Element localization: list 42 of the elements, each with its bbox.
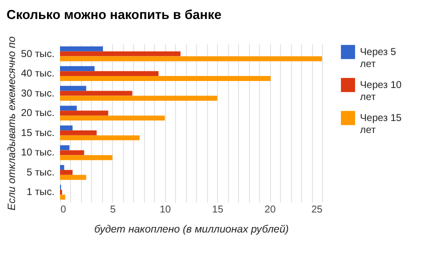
bar [60, 86, 86, 91]
x-tick-label: 15 [212, 204, 224, 216]
legend-label: Через 5 лет [360, 47, 396, 70]
bar [60, 106, 77, 111]
bar [60, 90, 132, 96]
x-tick-label: 25 [311, 204, 323, 216]
y-tick-label: 20 тыс. [21, 108, 54, 120]
bar [60, 46, 103, 52]
x-axis-title: будет накоплено (в миллионах рублей) [94, 224, 289, 236]
bar [60, 96, 218, 101]
x-tick-label: 10 [160, 204, 172, 216]
x-tick-label: 5 [110, 204, 116, 216]
y-tick-label: 10 тыс. [21, 148, 54, 159]
y-tick-label: 50 тыс. [21, 48, 54, 60]
legend-label: Через 15 лет [360, 113, 402, 136]
bar [60, 116, 165, 121]
bar [60, 155, 112, 160]
x-tick-label: 0 [60, 204, 66, 216]
y-tick-label: 30 тыс. [21, 88, 54, 100]
y-tick-label: 5 тыс. [26, 167, 54, 178]
bar [60, 130, 97, 136]
legend-label: Через 10 лет [360, 80, 402, 103]
y-axis-title: Если откладывать ежемесячно по [6, 36, 18, 211]
bar [60, 76, 271, 81]
bar [60, 174, 86, 180]
chart-title: Сколько можно накопить в банке [6, 6, 222, 22]
y-tick-label: 1 тыс. [26, 187, 54, 198]
bar [60, 135, 140, 140]
bar [60, 110, 108, 116]
bar [60, 56, 322, 62]
bar [60, 165, 64, 170]
bar [60, 194, 66, 200]
bar [60, 170, 73, 175]
bar [60, 145, 70, 150]
y-tick-label: 40 тыс. [21, 68, 54, 80]
bar [60, 71, 159, 76]
y-tick-label: 15 тыс. [21, 128, 54, 139]
bar [60, 150, 84, 156]
x-tick-label: 20 [264, 204, 276, 216]
bar [60, 66, 95, 72]
bar [60, 125, 73, 130]
bar [60, 51, 181, 56]
